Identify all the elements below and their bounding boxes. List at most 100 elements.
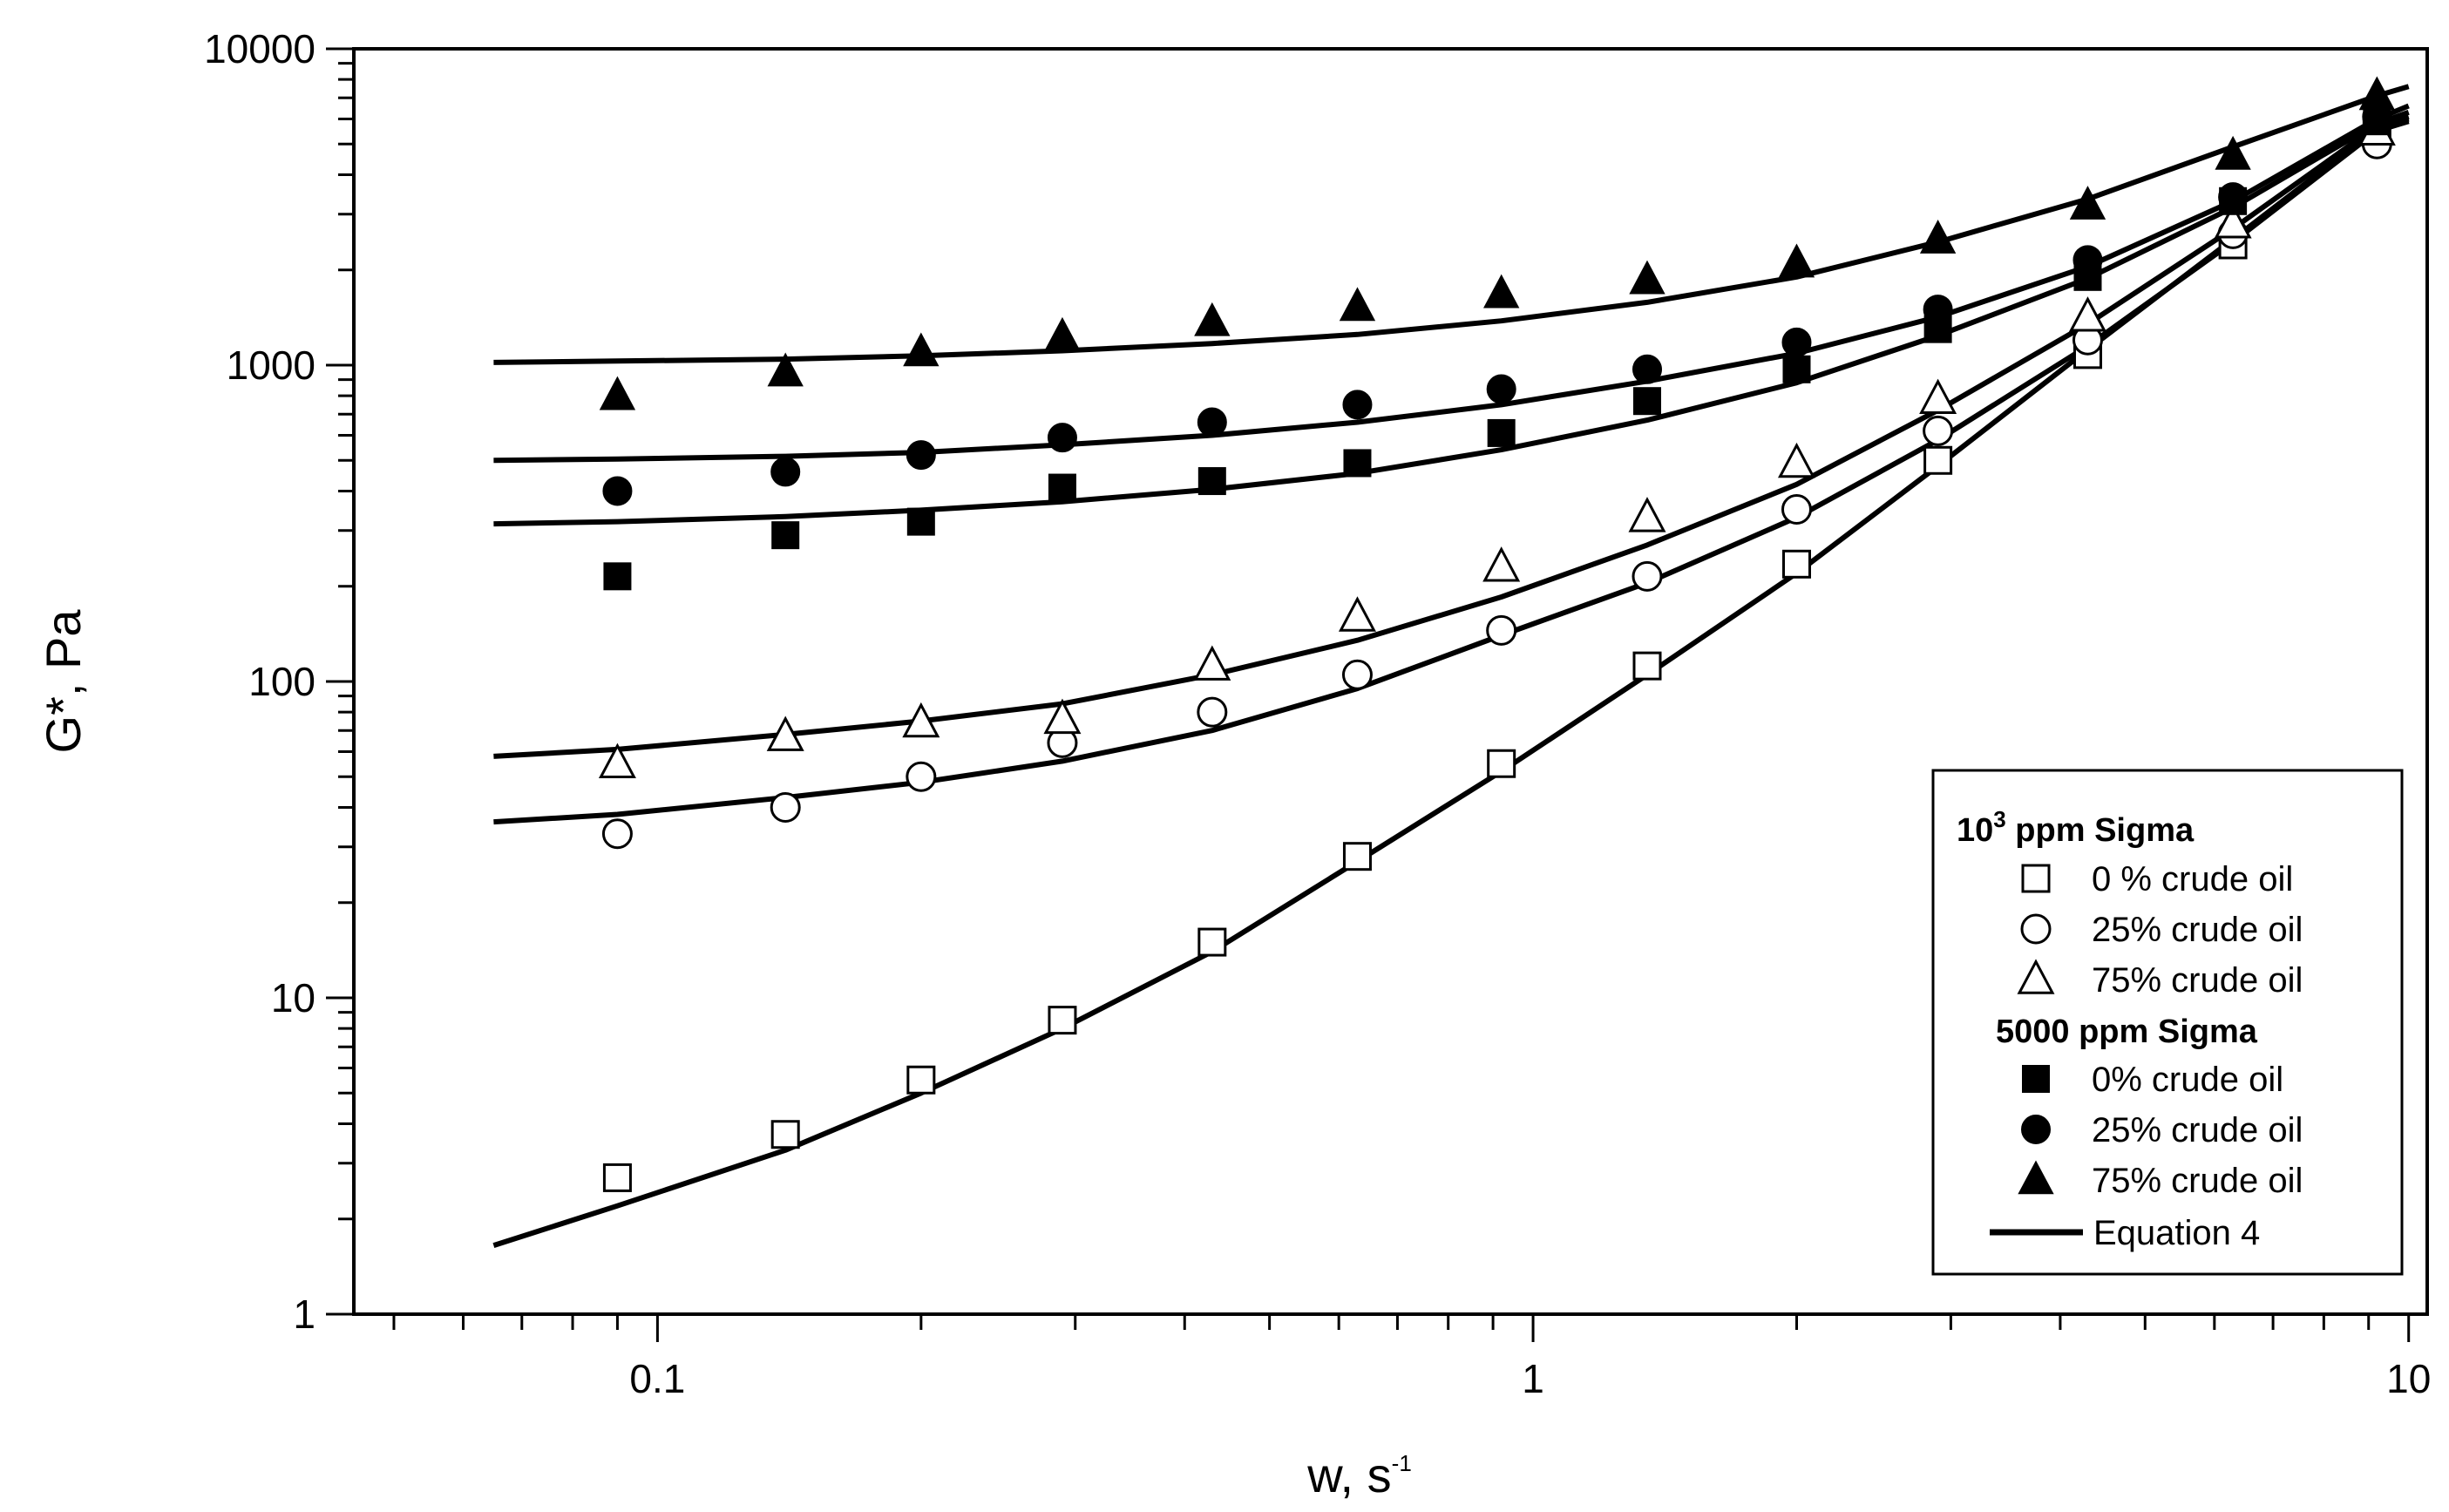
data-point bbox=[1487, 418, 1516, 447]
data-point bbox=[1923, 295, 1953, 325]
data-point bbox=[1919, 378, 1957, 414]
legend-marker bbox=[2021, 864, 2051, 893]
y-tick-label: 10 bbox=[271, 975, 315, 1020]
data-point bbox=[1342, 842, 1372, 871]
y-tick-label: 1 bbox=[293, 1292, 315, 1337]
legend-markers bbox=[2017, 864, 2055, 1195]
legend-marker bbox=[2022, 1065, 2050, 1093]
data-point bbox=[1044, 316, 1081, 351]
y-tick-label: 100 bbox=[248, 659, 315, 704]
data-point bbox=[1047, 423, 1077, 453]
data-point bbox=[1632, 387, 1661, 416]
data-point bbox=[1483, 274, 1520, 309]
data-point bbox=[771, 521, 800, 550]
fit-curve bbox=[493, 109, 2410, 527]
data-point bbox=[1487, 749, 1516, 778]
data-point bbox=[766, 715, 804, 751]
data-point bbox=[1193, 645, 1231, 681]
data-point bbox=[1338, 596, 1376, 632]
data-point bbox=[1781, 327, 1812, 357]
y-tick-label: 1000 bbox=[227, 342, 315, 388]
x-tick-label: 1 bbox=[1522, 1356, 1544, 1401]
data-point bbox=[1777, 442, 1815, 478]
legend-marker bbox=[2021, 1115, 2051, 1144]
data-point bbox=[599, 376, 636, 410]
data-point bbox=[903, 332, 940, 367]
data-point bbox=[1197, 467, 1226, 496]
data-point bbox=[906, 507, 935, 536]
data-point bbox=[1197, 407, 1227, 437]
legend-marker bbox=[2018, 1160, 2054, 1195]
data-point bbox=[2069, 186, 2106, 220]
x-tick-label: 0.1 bbox=[629, 1356, 685, 1401]
data-point bbox=[1923, 415, 1954, 446]
data-point bbox=[1632, 560, 1663, 592]
data-point bbox=[767, 352, 804, 387]
data-point bbox=[1043, 698, 1082, 735]
legend-label-series-4: 25% crude oil bbox=[2092, 1111, 2303, 1149]
data-point bbox=[1341, 659, 1373, 690]
data-point bbox=[603, 562, 632, 591]
data-point bbox=[770, 457, 801, 487]
legend-group1-title: 103 ppm Sigma bbox=[1957, 806, 2195, 849]
data-point bbox=[1048, 473, 1076, 502]
data-point bbox=[602, 1163, 632, 1192]
data-point bbox=[1343, 449, 1372, 478]
data-point bbox=[602, 476, 633, 506]
data-point bbox=[1486, 614, 1517, 646]
data-point bbox=[1628, 497, 1666, 532]
data-point bbox=[1781, 549, 1811, 579]
legend-box bbox=[1931, 769, 2404, 1276]
data-point bbox=[770, 791, 801, 823]
data-point bbox=[1339, 287, 1376, 322]
data-point bbox=[1919, 220, 1957, 254]
data-point bbox=[2068, 296, 2106, 332]
legend-marker bbox=[2020, 913, 2052, 945]
data-point bbox=[2218, 182, 2249, 213]
data-point bbox=[1632, 354, 1662, 384]
legend-label-series-2: 75% crude oil bbox=[2092, 961, 2303, 1000]
legend: 103 ppm Sigma 0 % crude oil 25% crude oi… bbox=[1931, 769, 2404, 1276]
legend-label-equation: Equation 4 bbox=[2093, 1214, 2260, 1252]
data-point bbox=[2358, 76, 2395, 111]
data-point bbox=[902, 702, 940, 738]
data-point bbox=[2072, 245, 2103, 275]
legend-label-series-5: 75% crude oil bbox=[2092, 1162, 2303, 1200]
legend-marker bbox=[2017, 959, 2055, 994]
data-point bbox=[1197, 927, 1227, 957]
data-point bbox=[2214, 203, 2252, 239]
data-point bbox=[1342, 390, 1373, 420]
data-point bbox=[1778, 243, 1815, 278]
x-tick-label: 10 bbox=[2386, 1356, 2431, 1401]
data-point bbox=[906, 1065, 936, 1095]
fit-curve bbox=[493, 103, 2410, 464]
tick-labels: 0.1 1 10 1 10 100 1000 10000 bbox=[204, 26, 2431, 1401]
data-point bbox=[598, 742, 636, 779]
legend-label-series-0: 0 % crude oil bbox=[2092, 860, 2293, 898]
data-point bbox=[906, 761, 937, 792]
data-point bbox=[906, 440, 936, 471]
fit-curve bbox=[493, 114, 2410, 759]
data-point bbox=[1782, 355, 1811, 383]
axis-ticks bbox=[326, 47, 2411, 1342]
data-point bbox=[1632, 651, 1662, 681]
legend-label-series-3: 0% crude oil bbox=[2092, 1061, 2283, 1099]
x-axis-title: w, s-1 bbox=[1306, 1448, 1412, 1502]
data-point bbox=[1197, 696, 1228, 728]
data-point bbox=[601, 818, 633, 850]
legend-group2-title: 5000 ppm Sigma bbox=[1996, 1014, 2258, 1050]
data-point bbox=[1482, 546, 1521, 582]
data-point bbox=[1629, 260, 1665, 295]
data-point bbox=[1048, 1006, 1077, 1035]
data-point bbox=[1194, 302, 1231, 336]
fit-lines bbox=[492, 84, 2410, 1248]
y-axis-title: G*, Pa bbox=[36, 609, 91, 754]
data-point bbox=[1781, 494, 1812, 525]
data-point bbox=[770, 1120, 800, 1149]
data-point bbox=[1486, 374, 1516, 404]
data-markers bbox=[598, 76, 2396, 1192]
data-point bbox=[1923, 445, 1953, 475]
y-tick-label: 10000 bbox=[204, 26, 315, 71]
data-point bbox=[2215, 135, 2251, 170]
